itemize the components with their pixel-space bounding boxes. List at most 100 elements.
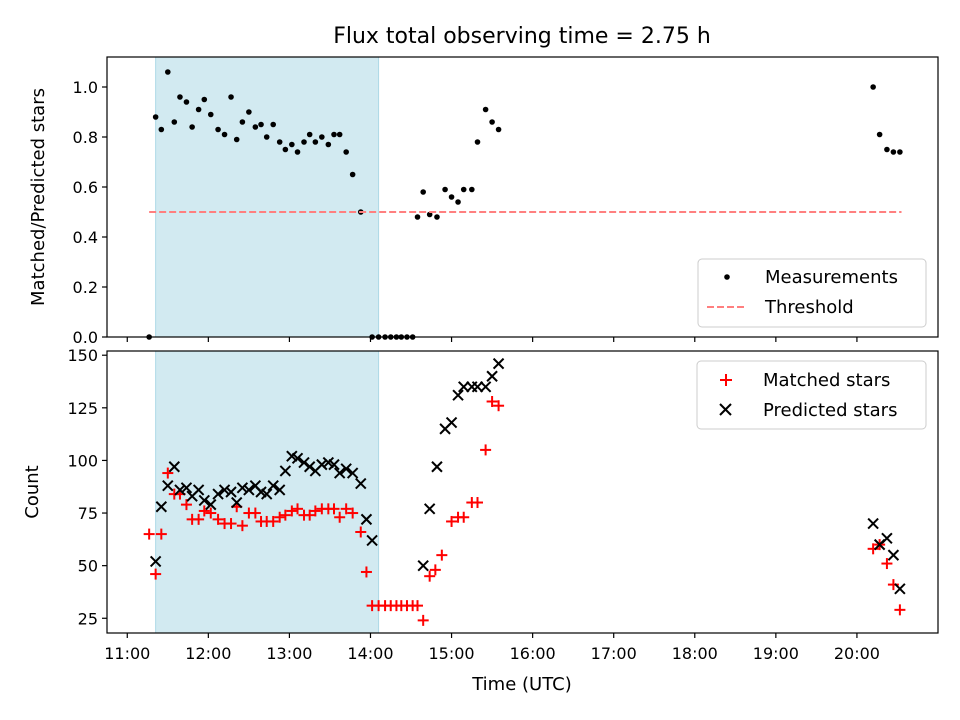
matched-stars-point: [180, 499, 192, 511]
measurements-point: [343, 149, 349, 155]
predicted-stars-point: [333, 467, 346, 479]
matched-stars-point: [881, 558, 893, 570]
bottom-y-tick-label: 25: [78, 609, 98, 628]
legend-predicted-label: Predicted stars: [763, 400, 897, 421]
predicted-stars-point: [180, 482, 193, 494]
top-plot-frame: [106, 56, 939, 338]
bottom-y-tick-label: 75: [78, 504, 98, 523]
matched-stars-point: [292, 503, 304, 515]
measurements-point: [301, 139, 307, 145]
predicted-stars-point: [340, 463, 352, 475]
measurements-point: [282, 146, 289, 153]
measurements-point: [426, 211, 433, 218]
measurements-point: [177, 94, 183, 100]
predicted-stars-point: [298, 456, 310, 469]
predicted-stars-point: [492, 357, 505, 370]
measurements-point: [258, 121, 264, 128]
measurements-point: [207, 111, 214, 118]
predicted-stars-point: [261, 488, 273, 500]
x-tick-label: 19:00: [753, 644, 799, 663]
top-y-axis-label: Matched/Predicted stars: [28, 88, 49, 306]
matched-stars-point: [205, 507, 217, 519]
figure-title: Flux total observing time = 2.75 h: [333, 24, 711, 49]
matched-stars-point: [360, 566, 372, 578]
top-shaded-span: [155, 56, 380, 338]
matched-stars-point: [340, 503, 352, 515]
bottom-y-tick-label: 150: [67, 346, 98, 365]
measurements-point: [469, 186, 475, 193]
matched-stars-point: [424, 570, 436, 582]
legend-matched-label: Matched stars: [763, 370, 890, 391]
bottom-plot-frame: [106, 350, 939, 634]
bottom-y-tick-label: 100: [67, 451, 98, 470]
predicted-stars-point: [887, 549, 900, 561]
predicted-stars-point: [192, 484, 205, 496]
x-tick-label: 13:00: [266, 644, 312, 663]
matched-stars-point: [309, 505, 321, 517]
matched-stars-point: [279, 509, 291, 521]
measurements-point: [201, 96, 208, 103]
matched-stars-point: [480, 444, 492, 456]
top-legend: Measurements Threshold: [697, 258, 927, 328]
predicted-stars-point: [867, 517, 879, 530]
top-y-tick-label: 0.8: [73, 128, 98, 147]
predicted-stars-point: [431, 461, 443, 473]
matched-stars-point: [225, 518, 237, 530]
measurements-point: [325, 141, 332, 148]
predicted-stars-point: [174, 484, 186, 496]
matched-stars-point: [446, 515, 458, 527]
predicted-stars-point: [458, 381, 470, 393]
predicted-stars-point: [486, 370, 498, 382]
predicted-stars-point: [328, 458, 340, 471]
measurements-point: [228, 94, 234, 100]
measurements-point: [289, 141, 295, 148]
predicted-stars-point: [355, 477, 367, 490]
measurements-point: [420, 189, 426, 195]
measurements-point: [890, 149, 897, 155]
matched-stars-point: [193, 513, 205, 525]
predicted-stars-point: [168, 461, 180, 473]
bottom-y-tick-label: 125: [67, 399, 98, 418]
measurements-point: [183, 99, 190, 105]
matched-stars-point: [212, 513, 224, 525]
matched-stars-point: [347, 507, 359, 519]
predicted-stars-point: [291, 452, 304, 465]
bottom-shaded-span: [155, 350, 380, 634]
measurements-point: [482, 106, 489, 113]
predicted-stars-point: [445, 416, 458, 429]
matched-stars-point: [493, 400, 505, 412]
measurements-point: [442, 186, 448, 193]
predicted-stars-point: [881, 532, 893, 545]
predicted-stars-point: [316, 458, 328, 471]
matched-stars-point: [334, 511, 346, 523]
bottom-y-tick-label: 50: [78, 557, 98, 576]
measurements-point: [495, 126, 502, 133]
top-y-tick-label: 0.6: [73, 178, 98, 197]
matched-stars-point: [304, 509, 316, 521]
predicted-stars-point: [218, 484, 231, 496]
predicted-stars-point: [452, 389, 464, 401]
measurements-point: [884, 146, 890, 153]
measurements-point: [221, 131, 228, 138]
predicted-stars-point: [198, 494, 210, 507]
measurements-point: [152, 114, 159, 120]
bottom-panel: 25 50 75 100 125 150 11:00 12:00 13:00 14:00 15:00…: [22, 346, 939, 695]
predicted-stars-point: [162, 479, 174, 492]
measurements-point: [233, 136, 240, 143]
matched-stars-point: [328, 503, 340, 515]
top-panel: 0.0 0.2 0.4 0.6 0.8 1.0 Matched/Predicted sta…: [28, 56, 939, 347]
predicted-stars-point: [894, 583, 906, 595]
measurements-point: [448, 194, 455, 200]
x-tick-label: 20:00: [834, 644, 880, 663]
bottom-legend: Matched stars Predicted stars: [696, 360, 927, 430]
predicted-stars-point: [417, 559, 429, 572]
predicted-stars-point: [243, 484, 255, 496]
matched-stars-point: [894, 604, 906, 616]
measurements-point: [294, 149, 301, 155]
measurements-point: [158, 126, 165, 133]
x-tick-label: 16:00: [510, 644, 556, 663]
legend-matched-marker: [720, 374, 732, 386]
predicted-stars-point: [471, 381, 484, 393]
bottom-y-axis-label: Count: [22, 465, 43, 518]
